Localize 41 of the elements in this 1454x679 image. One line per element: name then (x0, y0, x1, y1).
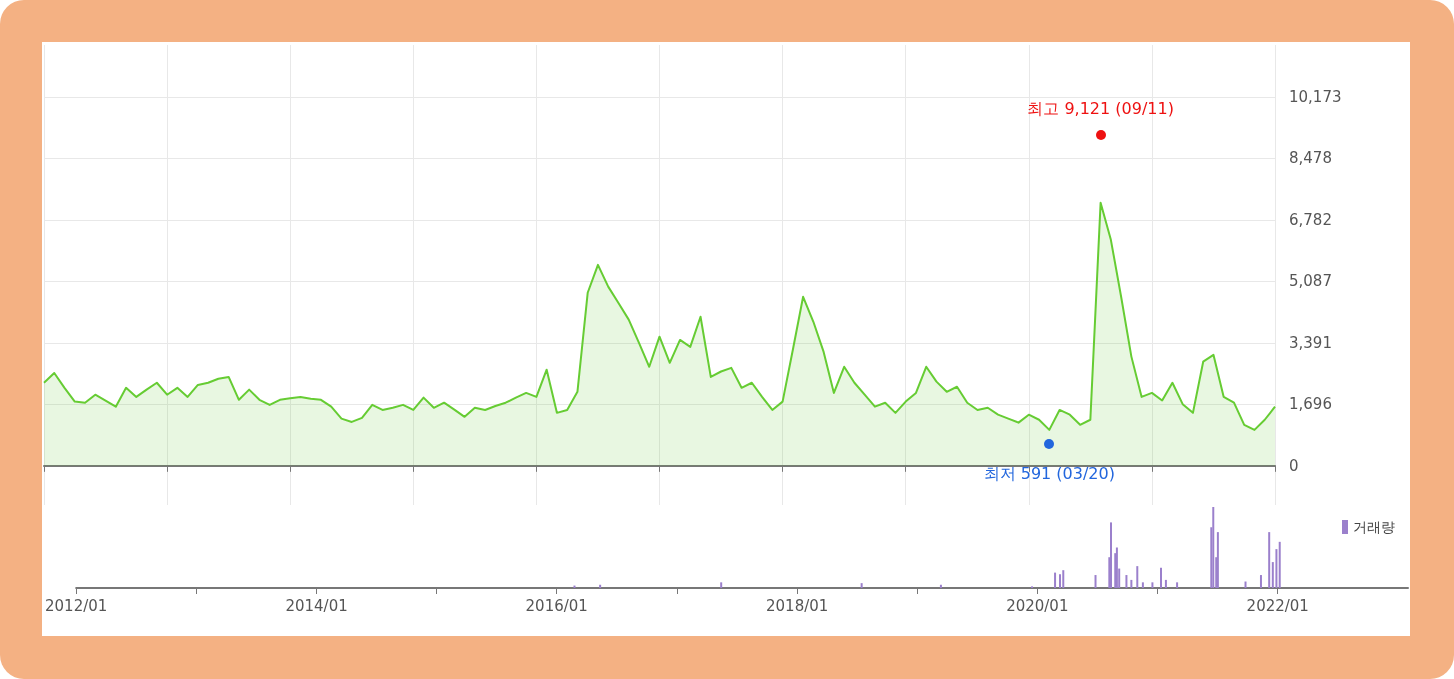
y-tick-label: 5,087 (1289, 272, 1332, 291)
bar (1216, 532, 1219, 588)
bar (860, 583, 863, 588)
bar (1275, 549, 1278, 588)
bar (1054, 572, 1057, 588)
bar (1062, 570, 1065, 588)
x-tick-label: 2018/01 (766, 596, 829, 615)
bar (1212, 507, 1215, 588)
bar (1259, 575, 1262, 588)
bar (1141, 582, 1144, 588)
x-tick-label: 2022/01 (1246, 596, 1309, 615)
y-tick-label: 6,782 (1289, 210, 1332, 229)
bar (1176, 582, 1179, 588)
y-tick-label: 3,391 (1289, 333, 1332, 352)
bar (1058, 574, 1061, 588)
bar (1130, 579, 1133, 588)
annotation: 최고 9,121 (09/11) (1026, 98, 1175, 119)
bar (939, 584, 942, 588)
bar (1136, 566, 1139, 588)
y-tick-label: 8,478 (1289, 149, 1332, 168)
annotation: 최저 591 (03/20) (982, 464, 1116, 485)
bar (1244, 581, 1247, 588)
x-tick-label: 2020/01 (1006, 596, 1069, 615)
bar (1164, 579, 1167, 588)
x-tick-label: 2012/01 (44, 596, 108, 615)
y-tick-label: 10,173 (1289, 87, 1342, 106)
bar (1115, 547, 1118, 588)
bar (720, 582, 723, 588)
y-tick-label: 1,696 (1289, 395, 1332, 414)
bar (1268, 532, 1271, 588)
bar (1109, 522, 1112, 588)
bar (599, 584, 602, 588)
x-tick-label: 2014/01 (285, 596, 348, 615)
bar (1151, 582, 1154, 588)
bar (1159, 567, 1162, 588)
bar (1094, 575, 1097, 588)
bar (1125, 575, 1128, 588)
legend-label: 거래량 (1353, 519, 1395, 535)
bar (1278, 541, 1281, 588)
y-tick-label: 0 (1289, 456, 1299, 475)
x-tick-label: 2016/01 (525, 596, 588, 615)
